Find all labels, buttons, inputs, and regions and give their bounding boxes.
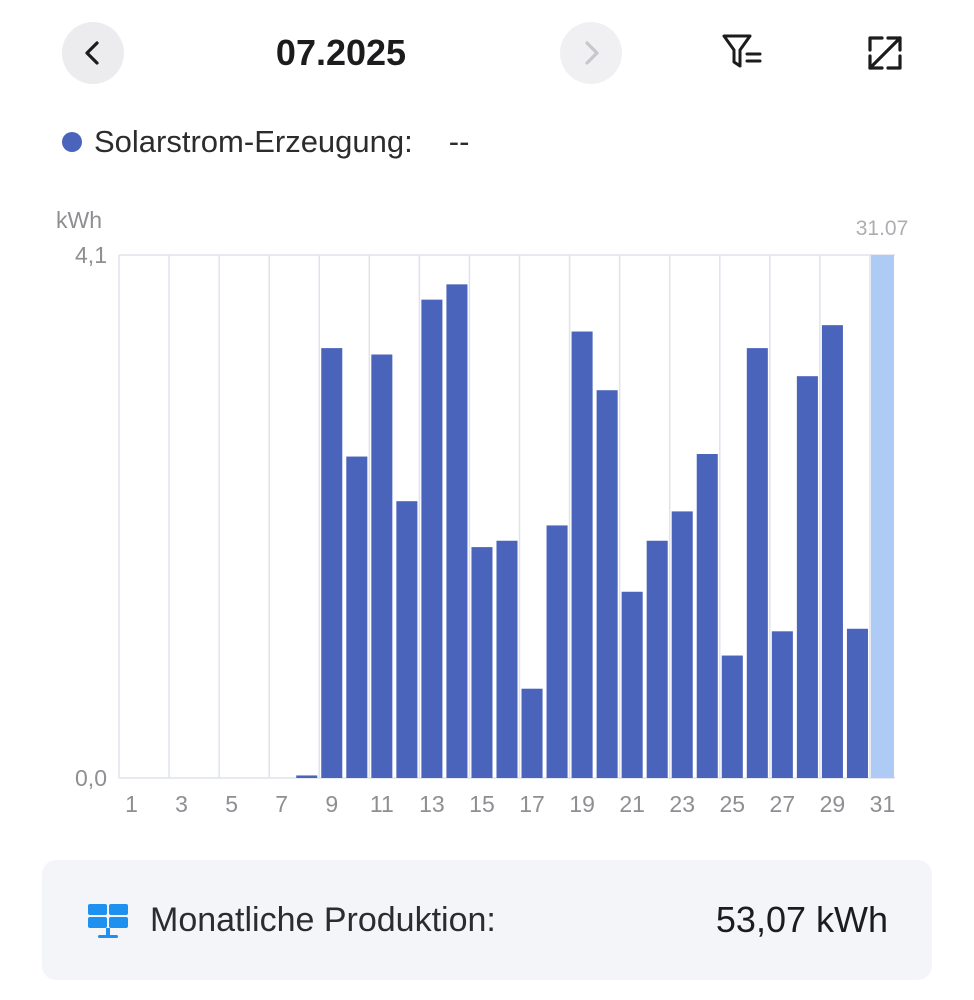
x-tick-label: 23: [669, 791, 695, 817]
bar-day-19[interactable]: [571, 331, 593, 778]
expand-button[interactable]: [862, 30, 908, 76]
bar-day-15[interactable]: [471, 547, 493, 778]
bar-day-26[interactable]: [746, 348, 768, 778]
y-tick-labels: 4,1 0,0: [75, 242, 107, 791]
filter-icon: [722, 34, 762, 68]
x-tick-label: 3: [175, 791, 188, 817]
y-tick-label: 4,1: [75, 242, 107, 268]
bar-day-24[interactable]: [696, 453, 718, 778]
bar-day-18[interactable]: [546, 525, 568, 778]
bar-day-9[interactable]: [321, 348, 343, 778]
bar-day-28[interactable]: [796, 376, 818, 778]
bar-day-17[interactable]: [521, 688, 543, 778]
x-tick-label: 25: [719, 791, 745, 817]
legend-value: --: [448, 124, 470, 159]
x-tick-label: 21: [619, 791, 645, 817]
bar-day-14[interactable]: [446, 284, 468, 778]
previous-month-button[interactable]: [62, 22, 124, 84]
top-bar: 07.2025: [0, 0, 974, 110]
x-tick-label: 13: [419, 791, 445, 817]
x-tick-label: 15: [469, 791, 495, 817]
x-tick-label: 5: [225, 791, 238, 817]
bar-day-29[interactable]: [821, 325, 843, 778]
bar-day-11[interactable]: [371, 354, 393, 778]
next-month-button[interactable]: [560, 22, 622, 84]
bar-day-8[interactable]: [296, 775, 318, 778]
x-tick-label: 29: [820, 791, 846, 817]
x-tick-label: 17: [519, 791, 545, 817]
summary-value: 53,07 kWh: [715, 899, 888, 940]
filter-button[interactable]: [720, 30, 766, 76]
chart-grid: [118, 254, 895, 779]
period-title[interactable]: 07.2025: [275, 32, 407, 73]
y-axis-unit: kWh: [56, 207, 102, 233]
legend-color-dot: [62, 132, 82, 152]
bar-day-13[interactable]: [421, 299, 443, 778]
legend-label: Solarstrom-Erzeugung:: [94, 124, 413, 159]
bar-day-27[interactable]: [771, 631, 793, 778]
x-tick-labels: 1 3 5 7 9 11 13 15 17 19 21 23 25 27 29 31: [125, 791, 895, 817]
x-tick-label: 9: [325, 791, 338, 817]
legend: Solarstrom-Erzeugung: --: [62, 122, 469, 162]
bar-day-21[interactable]: [621, 591, 643, 778]
bar-day-16[interactable]: [496, 540, 518, 778]
solar-panel-icon: [88, 904, 128, 938]
x-tick-label: 27: [770, 791, 796, 817]
bar-day-12[interactable]: [396, 501, 418, 778]
expand-icon: [868, 36, 902, 70]
highlight-date-label: 31.07: [856, 217, 909, 240]
bar-day-23[interactable]: [671, 511, 693, 778]
chevron-left-icon: [85, 41, 99, 65]
bar-day-25[interactable]: [721, 655, 743, 778]
x-tick-label: 7: [275, 791, 288, 817]
daily-production-chart[interactable]: kWh 4,10,0 1 3 5 7 9 11 13 15 17 19 21 23 25 27 29 31 3…: [0, 200, 974, 830]
chart-bars: [296, 255, 894, 778]
summary-label: Monatliche Produktion:: [150, 901, 496, 939]
bar-day-10[interactable]: [346, 456, 368, 778]
x-tick-label: 31: [870, 791, 896, 817]
bar-day-31[interactable]: [870, 255, 894, 778]
bar-day-22[interactable]: [646, 540, 668, 778]
bar-day-20[interactable]: [596, 390, 618, 778]
y-tick-label: 0,0: [75, 765, 107, 791]
monthly-summary-card: Monatliche Produktion: 53,07 kWh: [42, 860, 932, 980]
bar-day-30[interactable]: [846, 628, 868, 778]
x-tick-label: 19: [569, 791, 595, 817]
chevron-right-icon: [585, 41, 599, 65]
x-tick-label: 11: [370, 791, 394, 817]
x-tick-label: 1: [125, 791, 138, 817]
